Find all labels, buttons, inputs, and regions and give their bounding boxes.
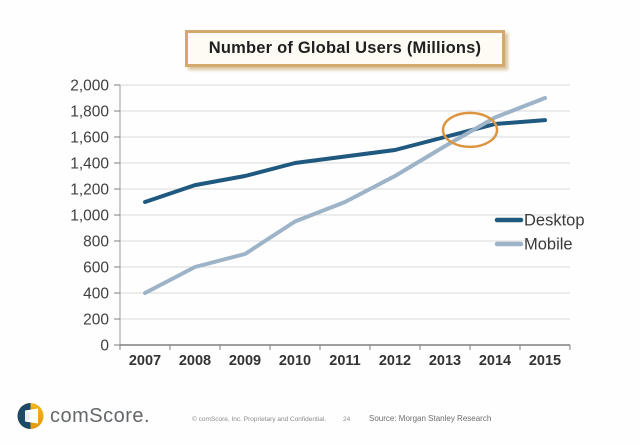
x-axis-label: 2013 bbox=[429, 353, 461, 369]
y-axis-label: 1,400 bbox=[70, 156, 109, 173]
y-axis-label: 200 bbox=[83, 312, 109, 329]
x-axis-label: 2010 bbox=[279, 353, 311, 369]
y-axis-label: 1,600 bbox=[70, 130, 109, 147]
series-mobile-line bbox=[143, 96, 547, 295]
x-axis-label: 2014 bbox=[479, 353, 511, 369]
legend-label-mobile: Mobile bbox=[524, 236, 573, 254]
footer: comScore. © comScore, Inc. Proprietary a… bbox=[0, 396, 640, 445]
y-axis-label: 2,000 bbox=[70, 78, 109, 95]
comscore-logo-text: comScore. bbox=[50, 404, 151, 427]
y-axis-label: 400 bbox=[83, 286, 109, 303]
x-axis-label: 2011 bbox=[329, 353, 360, 369]
legend-label-desktop: Desktop bbox=[524, 212, 585, 230]
page-number: 24 bbox=[343, 416, 351, 423]
source-credit: Source: Morgan Stanley Research bbox=[369, 414, 492, 423]
y-axis-label: 0 bbox=[100, 338, 109, 355]
x-axis-label: 2007 bbox=[129, 353, 161, 369]
crossover-highlight-circle bbox=[441, 111, 499, 149]
chart-title: Number of Global Users (Millions) bbox=[208, 39, 482, 57]
chart-title-box: Number of Global Users (Millions) bbox=[185, 30, 505, 67]
y-axis-label: 1,200 bbox=[70, 182, 109, 199]
x-axis-label: 2015 bbox=[529, 353, 561, 369]
y-axis-label: 1,800 bbox=[70, 104, 109, 121]
y-axis-label: 800 bbox=[83, 234, 109, 251]
x-axis-label: 2012 bbox=[379, 353, 411, 369]
comscore-logo-icon bbox=[17, 403, 44, 429]
y-axis-label: 600 bbox=[83, 260, 109, 277]
series-desktop-line bbox=[143, 118, 547, 204]
y-axis-label: 1,000 bbox=[70, 208, 109, 225]
x-axis-label: 2009 bbox=[229, 353, 261, 369]
x-axis-label: 2008 bbox=[179, 353, 211, 369]
footer-copyright: © comScore, Inc. Proprietary and Confide… bbox=[192, 416, 327, 423]
comscore-logo: comScore. bbox=[17, 402, 150, 430]
